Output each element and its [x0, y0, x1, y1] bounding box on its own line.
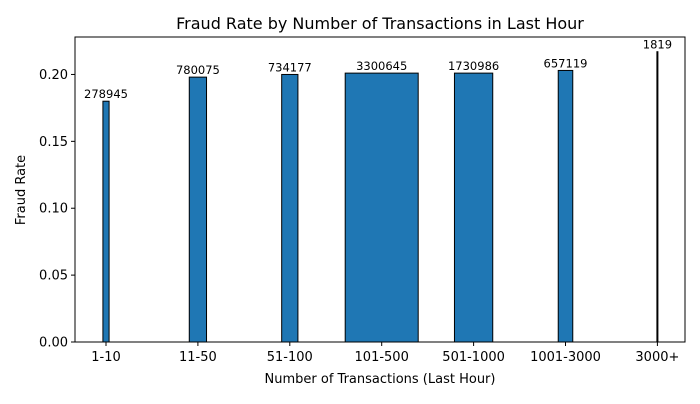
y-tick-label: 0.20 — [39, 68, 68, 83]
y-tick-label: 0.15 — [39, 135, 68, 150]
x-tick-label: 1001-3000 — [530, 350, 601, 365]
y-tick-label: 0.00 — [39, 336, 68, 351]
bar-value-label: 278945 — [84, 87, 128, 101]
x-tick-label: 501-1000 — [442, 350, 505, 365]
chart-title: Fraud Rate by Number of Transactions in … — [176, 14, 584, 33]
bar-3000+ — [656, 51, 659, 343]
bar-value-label: 780075 — [176, 63, 220, 77]
y-axis-label: Fraud Rate — [14, 155, 29, 225]
x-tick-label: 1-10 — [91, 350, 121, 365]
bar-value-label: 1819 — [643, 38, 672, 52]
bar-101-500 — [344, 72, 419, 343]
bar-51-100 — [281, 73, 299, 343]
bar-value-labels: 278945 780075 734177 3300645 1730986 657119 18… — [84, 38, 672, 101]
bar-11-50 — [188, 76, 208, 343]
y-tick-label: 0.10 — [39, 202, 68, 217]
plot-frame — [74, 36, 686, 343]
bar-1-10 — [102, 100, 110, 343]
x-tick-label: 11-50 — [179, 350, 217, 365]
bar-value-label: 3300645 — [356, 59, 407, 73]
bar-1001-3000 — [557, 69, 574, 343]
x-axis-label: Number of Transactions (Last Hour) — [265, 372, 496, 387]
y-axis: 0.00 0.05 0.10 0.15 0.20 — [39, 68, 75, 351]
x-tick-label: 3000+ — [635, 350, 679, 365]
x-axis: 1-10 11-50 51-100 101-500 501-1000 1001-3000 3… — [91, 342, 679, 365]
bar-value-label: 657119 — [544, 56, 588, 70]
y-tick-label: 0.05 — [39, 269, 68, 284]
bar-value-label: 1730986 — [448, 59, 499, 73]
bar-series — [102, 51, 659, 343]
x-tick-label: 51-100 — [267, 350, 313, 365]
x-tick-label: 101-500 — [355, 350, 409, 365]
bar-501-1000 — [453, 72, 494, 343]
bar-value-label: 734177 — [268, 60, 312, 74]
